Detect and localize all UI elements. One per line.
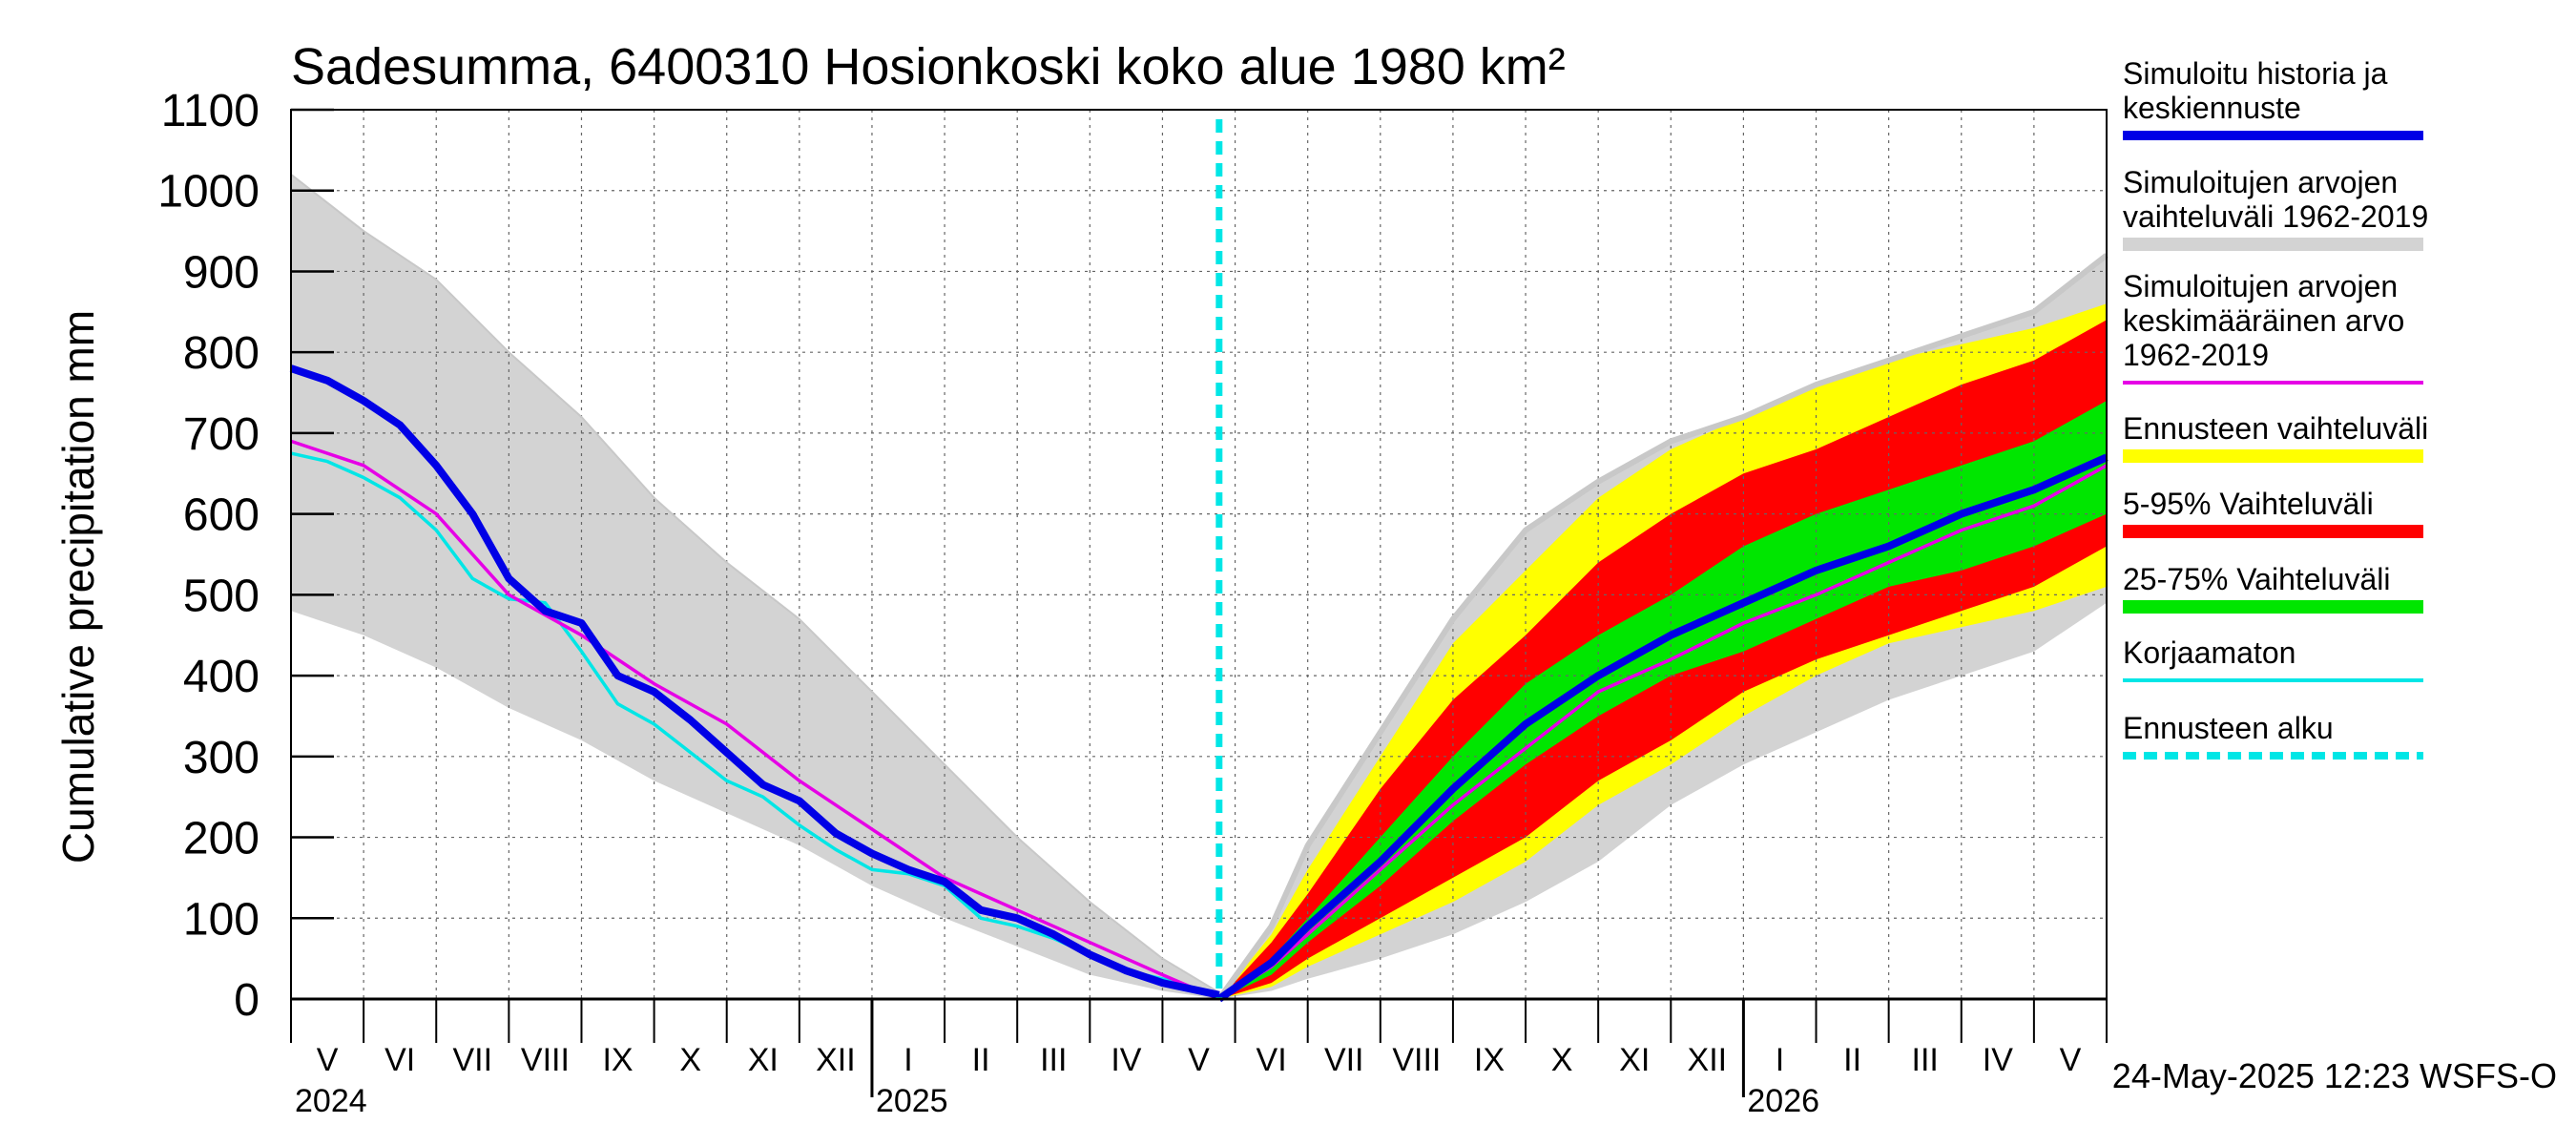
forecast-history-upper-line (1216, 253, 2109, 1001)
legend-label: Simuloitujen arvojen (2123, 165, 2398, 199)
series-lines-layer (289, 119, 2109, 1003)
legend-label: Ennusteen vaihteluväli (2123, 411, 2428, 446)
month-label: V (317, 1042, 339, 1078)
history-range-band (291, 174, 1219, 1000)
month-label: IX (1474, 1042, 1505, 1078)
month-label: XII (816, 1042, 856, 1078)
month-label: II (972, 1042, 990, 1078)
y-tick-label: 600 (183, 490, 260, 541)
forecast-median-line (1216, 453, 2109, 1003)
chart-title: Sadesumma, 6400310 Hosionkoski koko alue… (291, 38, 1566, 95)
month-label: VIII (1392, 1042, 1441, 1078)
month-label: VII (1324, 1042, 1364, 1078)
month-label: VI (1257, 1042, 1287, 1078)
month-label: IX (602, 1042, 633, 1078)
year-label: 2025 (876, 1083, 948, 1119)
y-tick-label: 1000 (157, 167, 260, 218)
y-tick-label: 1100 (161, 86, 260, 136)
month-label: III (1040, 1042, 1067, 1078)
month-label: V (2060, 1042, 2082, 1078)
month-label: III (1912, 1042, 1939, 1078)
month-label: V (1188, 1042, 1210, 1078)
month-label: IV (1111, 1042, 1141, 1078)
month-label: II (1843, 1042, 1861, 1078)
month-label: I (1776, 1042, 1784, 1078)
month-label: X (1551, 1042, 1573, 1078)
month-label: VII (453, 1042, 493, 1078)
y-tick-label: 200 (183, 814, 260, 864)
uncorrected-line (290, 451, 1220, 997)
legend-label: Korjaamaton (2123, 635, 2296, 670)
month-label: I (904, 1042, 912, 1078)
y-tick-label: 900 (183, 247, 260, 298)
legend-label: Simuloitujen arvojen (2123, 269, 2398, 303)
month-label: VI (384, 1042, 415, 1078)
month-label: VIII (521, 1042, 570, 1078)
legend-label: keskimääräinen arvo (2123, 303, 2404, 338)
y-tick-label: 0 (234, 975, 260, 1026)
mean-forecast-line (1217, 464, 2108, 1001)
y-tick-label: 500 (183, 571, 260, 621)
month-label: XI (1619, 1042, 1650, 1078)
legend-label: Simuloitu historia ja (2123, 56, 2388, 91)
mean-history-line (290, 439, 1220, 1001)
month-label: X (679, 1042, 701, 1078)
month-label: XI (748, 1042, 779, 1078)
year-label: 2024 (295, 1083, 367, 1119)
grid-layer (291, 109, 2107, 999)
y-tick-label: 700 (183, 409, 260, 460)
legend-label: keskiennuste (2123, 91, 2301, 125)
timestamp-footer: 24-May-2025 12:23 WSFS-O (2112, 1056, 2557, 1095)
legend-label: 25-75% Vaihteluväli (2123, 562, 2390, 596)
month-label: XII (1688, 1042, 1728, 1078)
y-tick-label: 300 (183, 733, 260, 783)
y-tick-label: 400 (183, 652, 260, 702)
y-axis-label: Cumulative precipitation mm (53, 310, 103, 864)
y-tick-label: 100 (183, 894, 260, 945)
history-range-upper-line (290, 174, 1220, 994)
legend-label: Ennusteen alku (2123, 711, 2334, 745)
legend-label: vaihteluväli 1962-2019 (2123, 199, 2428, 234)
year-label: 2026 (1747, 1083, 1819, 1119)
month-label: IV (1983, 1042, 2013, 1078)
simulated-history-line (289, 364, 1220, 999)
legend-label: 1962-2019 (2123, 338, 2269, 372)
y-tick-label: 800 (183, 328, 260, 379)
legend-label: 5-95% Vaihteluväli (2123, 487, 2374, 521)
